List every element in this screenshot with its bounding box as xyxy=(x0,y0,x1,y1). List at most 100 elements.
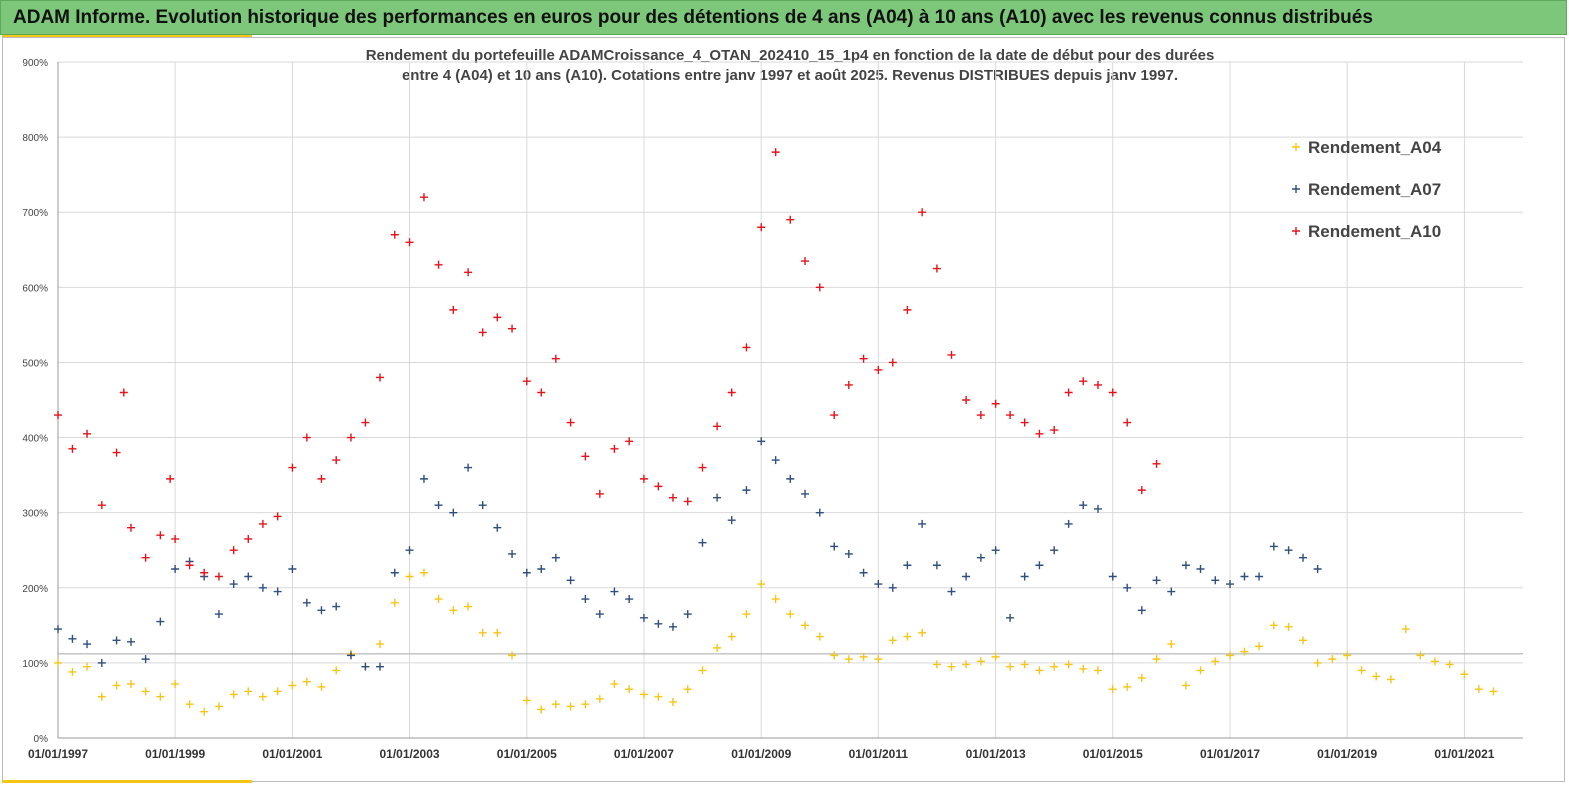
data-point-a07 xyxy=(918,519,927,528)
data-point-a10 xyxy=(229,546,238,555)
data-point-a07 xyxy=(1006,613,1015,622)
data-point-a04 xyxy=(976,657,985,666)
data-point-a10 xyxy=(493,313,502,322)
x-tick-label: 01/01/2021 xyxy=(1434,747,1494,761)
data-point-a07 xyxy=(54,625,62,634)
data-point-a07 xyxy=(1093,504,1102,513)
data-point-a10 xyxy=(1064,388,1073,397)
data-point-a07 xyxy=(317,606,326,615)
data-point-a04 xyxy=(1343,651,1352,660)
data-point-a04 xyxy=(1035,666,1044,675)
data-point-a10 xyxy=(166,474,175,483)
data-point-a10 xyxy=(595,489,604,498)
data-point-a04 xyxy=(742,610,751,619)
data-point-a10 xyxy=(625,437,634,446)
data-point-a10 xyxy=(478,328,487,337)
data-point-a04 xyxy=(1328,655,1337,664)
data-point-a10 xyxy=(1108,388,1117,397)
data-point-a07 xyxy=(127,637,136,646)
data-point-a07 xyxy=(581,595,590,604)
data-point-a07 xyxy=(346,651,355,660)
data-point-a07 xyxy=(229,580,238,589)
legend-label-a07: Rendement_A07 xyxy=(1308,180,1441,199)
accent-bar-top xyxy=(2,35,252,38)
accent-bar-bottom xyxy=(2,780,252,783)
data-point-a04 xyxy=(522,696,531,705)
data-point-a04 xyxy=(947,662,956,671)
data-point-a04 xyxy=(1211,657,1220,666)
data-point-a07 xyxy=(1152,576,1161,585)
data-point-a04 xyxy=(903,632,912,641)
data-point-a04 xyxy=(1255,642,1264,651)
data-point-a04 xyxy=(449,606,458,615)
data-point-a07 xyxy=(97,658,106,667)
data-point-a10 xyxy=(581,452,590,461)
data-point-a07 xyxy=(1137,606,1146,615)
data-point-a07 xyxy=(859,568,868,577)
data-point-a07 xyxy=(171,565,180,573)
x-tick-label: 01/01/2005 xyxy=(497,747,557,761)
data-point-a10 xyxy=(1123,418,1132,427)
data-point-a10 xyxy=(918,208,927,217)
data-point-a04 xyxy=(288,681,297,690)
data-point-a07 xyxy=(1181,561,1190,570)
data-point-a04 xyxy=(815,632,824,641)
data-point-a07 xyxy=(1255,572,1264,581)
y-tick-label: 400% xyxy=(22,434,48,445)
data-point-a10 xyxy=(1079,377,1088,386)
data-point-a04 xyxy=(888,636,897,645)
data-point-a04 xyxy=(83,662,92,671)
data-point-a10 xyxy=(273,512,282,521)
legend-marker-a07 xyxy=(1292,185,1300,193)
data-point-a04 xyxy=(1313,658,1322,667)
data-point-a10 xyxy=(127,523,136,532)
data-point-a10 xyxy=(141,553,150,562)
data-point-a04 xyxy=(1372,672,1381,681)
chart-title-line-2: entre 4 (A04) et 10 ans (A10). Cotations… xyxy=(401,67,1179,84)
data-point-a04 xyxy=(918,628,927,637)
data-point-a07 xyxy=(566,576,575,585)
data-point-a10 xyxy=(302,433,311,442)
data-point-a04 xyxy=(1152,655,1161,664)
data-point-a10 xyxy=(815,283,824,292)
x-tick-label: 01/01/2011 xyxy=(849,747,909,761)
data-point-a07 xyxy=(903,561,912,570)
data-point-a04 xyxy=(244,687,253,696)
y-tick-label: 700% xyxy=(22,208,48,219)
data-point-a04 xyxy=(1108,685,1117,694)
data-point-a07 xyxy=(83,640,92,649)
data-point-a10 xyxy=(742,343,751,352)
data-point-a04 xyxy=(639,690,648,699)
data-point-a07 xyxy=(1020,572,1029,581)
data-point-a07 xyxy=(537,565,546,573)
data-point-a10 xyxy=(801,257,810,266)
data-point-a10 xyxy=(346,433,355,442)
data-point-a07 xyxy=(390,568,399,577)
data-point-a10 xyxy=(947,350,956,359)
data-point-a07 xyxy=(434,501,443,510)
data-point-a10 xyxy=(1093,380,1102,389)
data-point-a07 xyxy=(668,622,677,631)
y-tick-label: 100% xyxy=(22,659,48,670)
data-point-a07 xyxy=(1299,553,1308,562)
data-point-a07 xyxy=(478,501,487,510)
data-point-a10 xyxy=(991,399,1000,408)
data-point-a07 xyxy=(376,662,385,671)
data-point-a04 xyxy=(1093,666,1102,675)
data-point-a10 xyxy=(288,463,297,472)
data-point-a10 xyxy=(361,418,370,427)
data-point-a04 xyxy=(1006,662,1015,671)
data-point-a04 xyxy=(1269,621,1278,630)
data-point-a10 xyxy=(654,482,663,491)
data-point-a10 xyxy=(449,305,458,314)
data-point-a10 xyxy=(434,260,443,269)
data-point-a10 xyxy=(112,448,121,457)
data-point-a04 xyxy=(668,697,677,706)
data-point-a04 xyxy=(273,687,282,696)
x-tick-label: 01/01/2017 xyxy=(1200,747,1260,761)
data-point-a04 xyxy=(112,681,121,690)
data-point-a04 xyxy=(1167,640,1176,649)
data-point-a10 xyxy=(156,531,165,540)
data-point-a10 xyxy=(119,388,128,397)
data-point-a07 xyxy=(844,549,853,558)
